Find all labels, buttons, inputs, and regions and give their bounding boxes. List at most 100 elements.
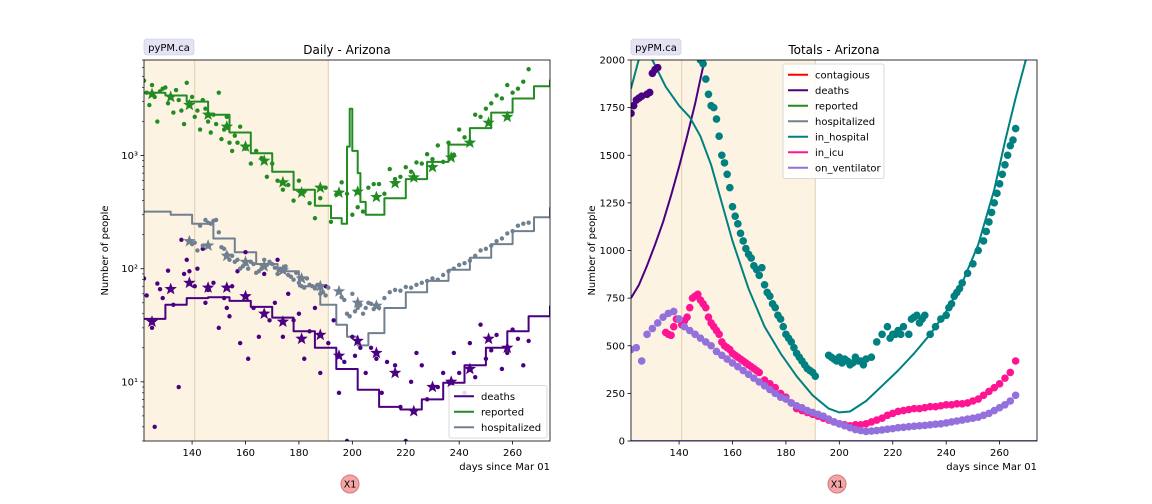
point-reported (192, 114, 197, 120)
point-deaths (379, 390, 384, 396)
point-deaths (200, 246, 205, 252)
point-in_hospital (942, 311, 950, 320)
point-on_ventilator (691, 330, 699, 339)
y-tick-label: 750 (606, 294, 625, 305)
point-on_ventilator (1001, 401, 1009, 409)
point-reported (382, 191, 387, 196)
legend-label-hospitalized: hospitalized (481, 423, 541, 434)
point-in_hospital (1006, 141, 1015, 150)
point-deaths (408, 379, 414, 385)
point-in_icu (990, 383, 999, 392)
point-hospitalized (510, 228, 515, 234)
point-on_ventilator (648, 324, 657, 333)
point-star-reported-weekly (239, 140, 252, 152)
point-hospitalized (363, 305, 368, 311)
point-deaths (286, 291, 291, 297)
point-on_ventilator (653, 319, 662, 327)
badge-text: pyPM.ca (635, 43, 677, 54)
point-deaths (521, 363, 526, 368)
point-hospitalized (387, 290, 392, 295)
point-hospitalized (408, 285, 414, 290)
x1-marker[interactable]: X1 (340, 474, 360, 494)
point-in_icu-early (667, 331, 675, 340)
point-in_hospital (993, 189, 1001, 198)
point-star-deaths-weekly (201, 281, 215, 293)
point-in_icu (926, 402, 934, 411)
point-star-deaths-weekly (332, 349, 346, 361)
point-hospitalized (414, 282, 419, 288)
point-in_hospital (787, 338, 796, 346)
point-deaths (419, 363, 424, 368)
point-hospitalized (235, 257, 240, 262)
point-in_hospital (985, 218, 993, 226)
point-star-hospitalized-weekly (314, 279, 327, 292)
point-star-hospitalized-weekly (201, 239, 215, 251)
point-hospitalized (483, 246, 489, 252)
point-reported (344, 191, 350, 196)
point-in_hospital (974, 246, 983, 255)
chart-title: Totals - Arizona (787, 43, 879, 57)
point-in_icu (985, 387, 993, 396)
point-star-deaths-weekly (239, 289, 252, 302)
point-star-hospitalized-weekly (295, 272, 308, 284)
point-on_ventilator (766, 385, 774, 394)
x1-marker[interactable]: X1 (827, 474, 847, 494)
point-hospitalized (398, 288, 403, 293)
point-star-deaths-weekly (388, 366, 402, 379)
point-reported (424, 151, 430, 157)
point-reported (398, 174, 403, 179)
point-hospitalized (326, 285, 331, 290)
y-tick-label: 10¹ (121, 377, 138, 388)
point-in_hospital (731, 212, 739, 221)
y-tick-label: 1500 (600, 151, 625, 162)
x-tick-label: 140 (183, 448, 202, 459)
y-tick-label: 1750 (600, 103, 625, 114)
point-in_hospital (921, 311, 929, 320)
point-in_hospital (995, 180, 1004, 188)
point-on_ventilator (1006, 397, 1015, 405)
point-star-deaths-weekly (183, 276, 196, 289)
point-in_icu (755, 368, 764, 377)
point-reported (440, 159, 446, 165)
point-deaths (352, 353, 358, 358)
point-deaths (179, 237, 184, 243)
point-reported (176, 97, 181, 103)
point-hospitalized (382, 295, 387, 301)
point-reported (237, 124, 243, 129)
legend: contagious deaths reported hospitalized in_h… (782, 63, 885, 179)
point-reported (189, 94, 195, 100)
y-tick-label: 1000 (600, 246, 625, 257)
point-hospitalized (203, 217, 208, 223)
point-reported (403, 164, 408, 170)
point-in_hospital (979, 237, 988, 245)
y-axis-label: Number of people (100, 205, 111, 295)
point-in_hospital (878, 330, 886, 339)
point-reported (163, 85, 168, 90)
point-hospitalized (302, 285, 307, 290)
x-axis-label: days since Mar 01 (459, 462, 550, 473)
point-star-reported-weekly (220, 120, 233, 132)
point-on_ventilator (771, 389, 780, 398)
point-in_icu (953, 400, 961, 408)
badge (630, 38, 682, 56)
point-reported (173, 87, 179, 93)
point-reported (489, 101, 494, 106)
point-in_hospital (958, 279, 967, 287)
point-star-deaths-weekly (407, 404, 420, 417)
point-deaths (261, 271, 267, 277)
point-in_hospital (998, 170, 1007, 179)
point-star-deaths-weekly (370, 346, 383, 359)
point-reported (446, 140, 451, 145)
point-deaths (430, 448, 434, 452)
y-axis-label: Number of people (587, 205, 598, 295)
point-reported (165, 101, 171, 106)
point-reported (462, 135, 467, 140)
point-in_hospital (867, 353, 876, 361)
point-deaths (216, 325, 221, 331)
point-in_hospital (712, 115, 721, 123)
point-hospitalized (272, 265, 278, 270)
point-hospitalized (261, 257, 267, 262)
legend-label-reported: reported (481, 407, 524, 418)
point-in_icu (1001, 374, 1009, 382)
point-deaths (515, 336, 521, 342)
